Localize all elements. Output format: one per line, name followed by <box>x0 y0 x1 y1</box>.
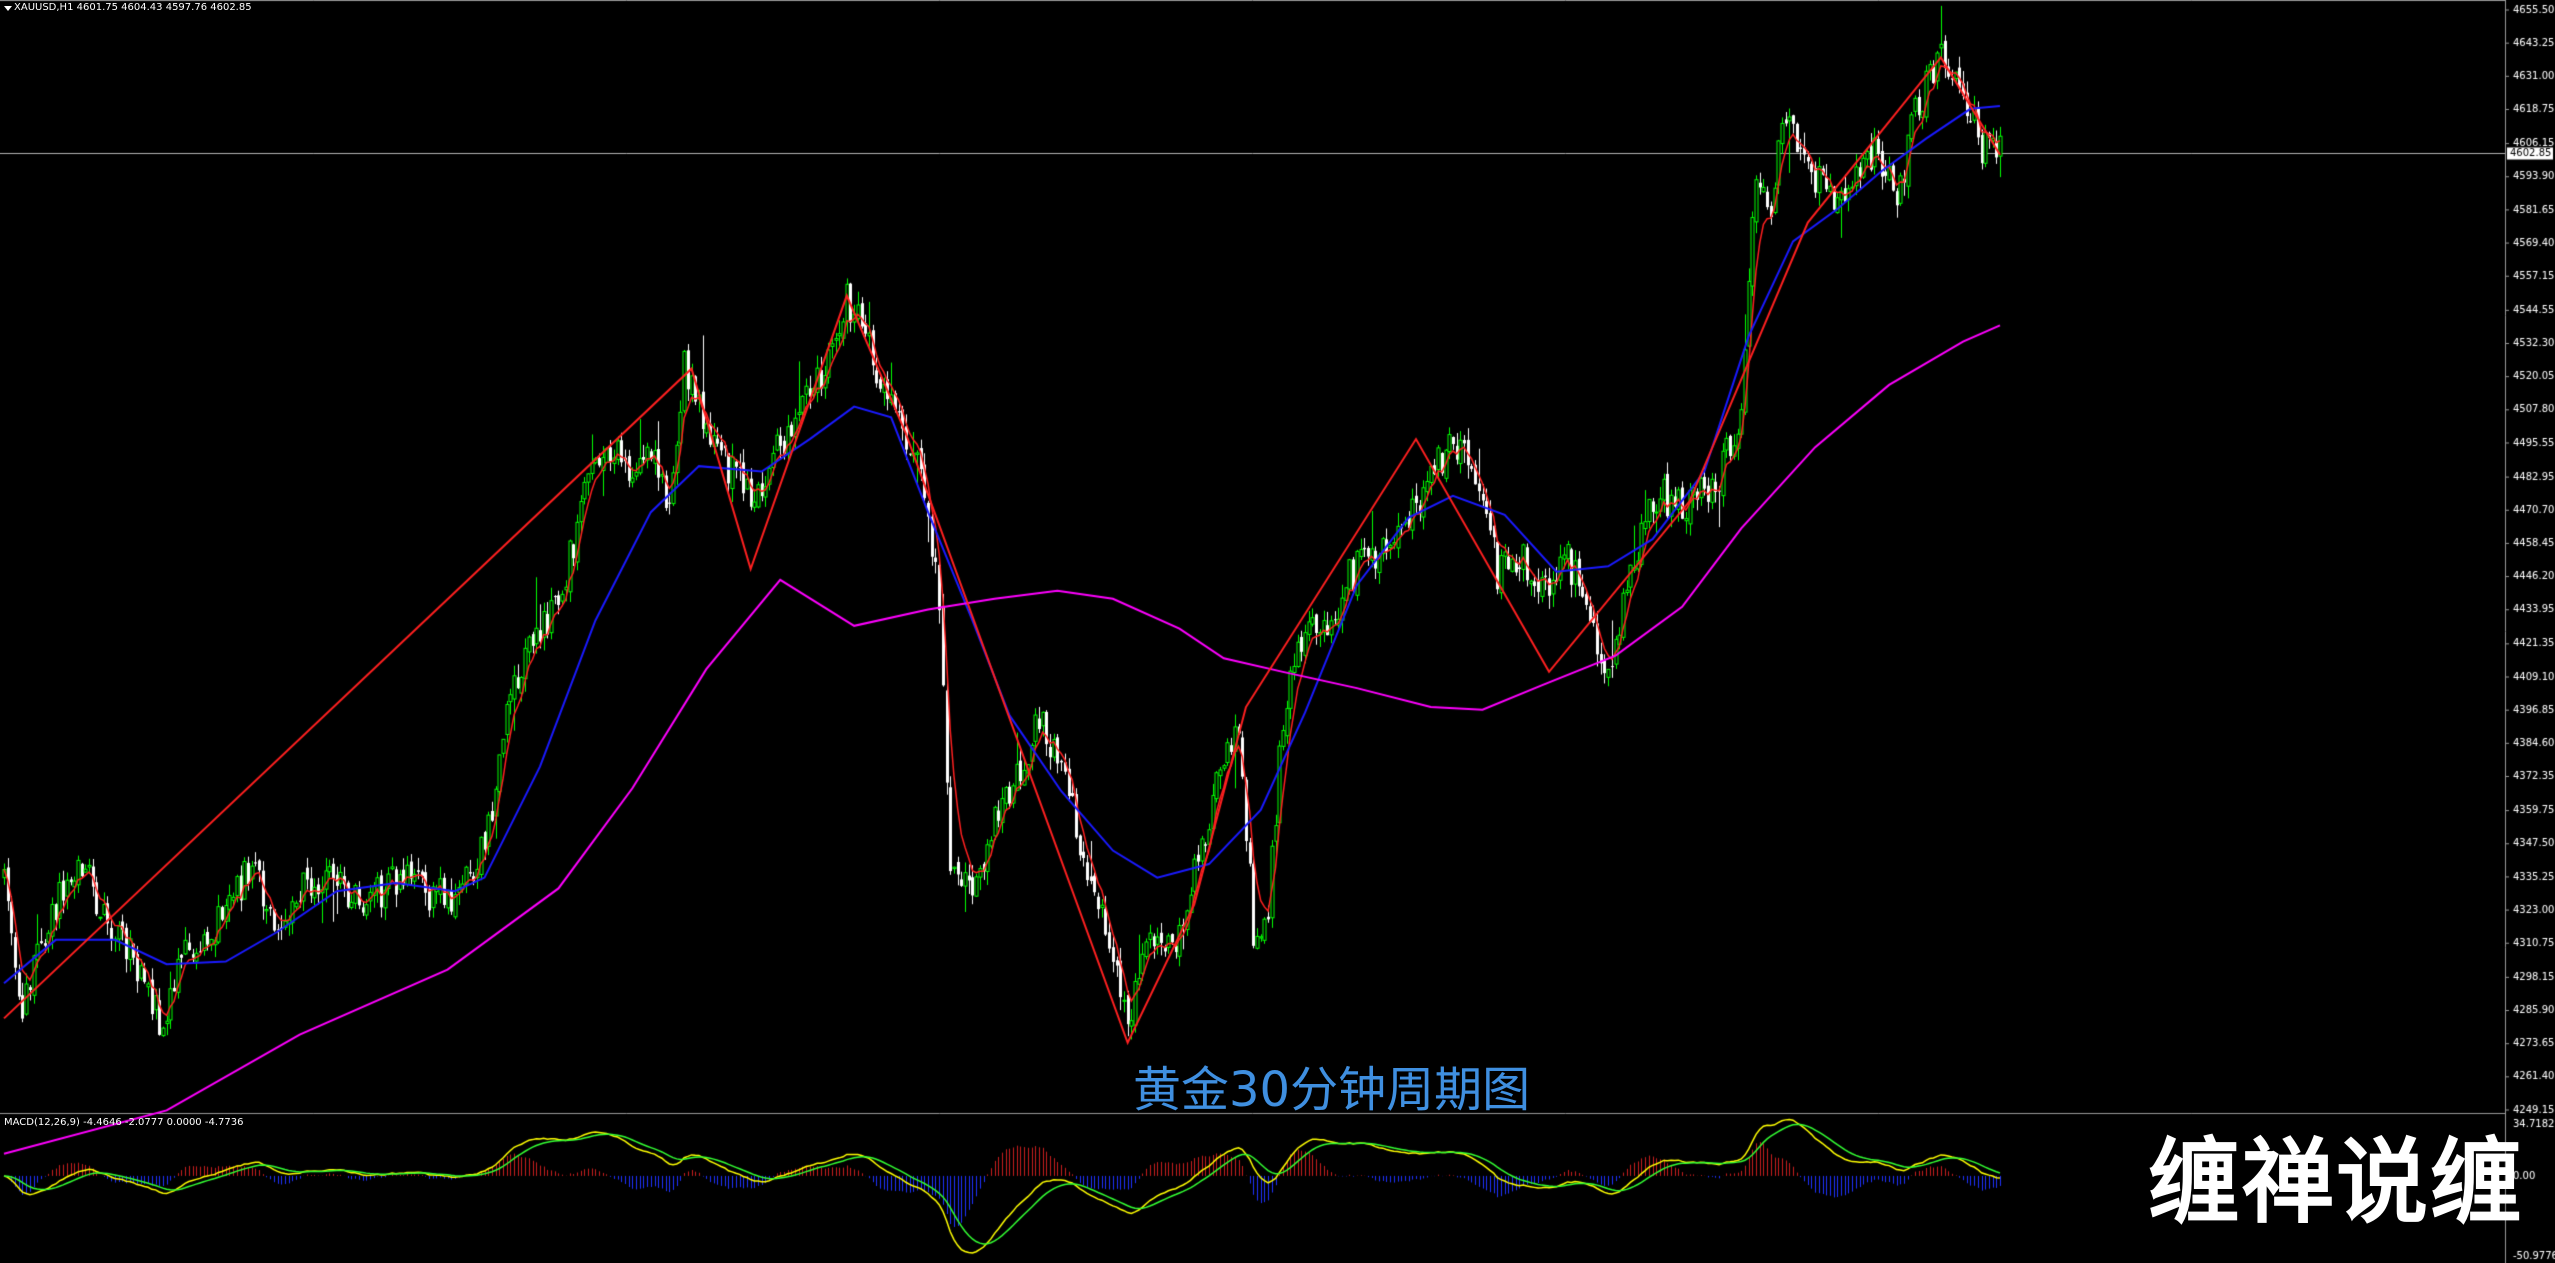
watermark-text: 缠禅说缠 <box>2148 1129 2525 1236</box>
symbol-label: XAUUSD,H1 <box>14 2 74 13</box>
chart-caption: 黄金30分钟周期图 <box>1133 1062 1531 1118</box>
symbol-ohlc-header: XAUUSD,H1 4601.75 4604.43 4597.76 4602.8… <box>14 2 252 13</box>
ohlc-values: 4601.75 4604.43 4597.76 4602.85 <box>76 2 252 13</box>
macd-indicator-header: MACD(12,26,9) -4.4646 -2.0777 0.0000 -4.… <box>4 1117 244 1128</box>
chart-menu-triangle-icon[interactable] <box>4 6 12 11</box>
